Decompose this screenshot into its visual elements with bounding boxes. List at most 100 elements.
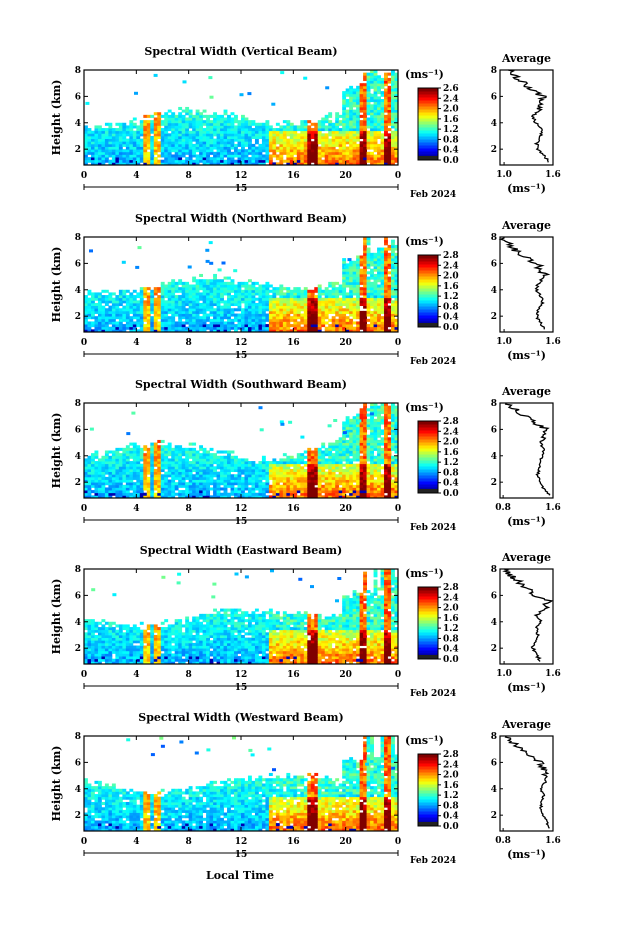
heatmap-cell bbox=[345, 308, 350, 312]
heatmap-cell bbox=[384, 326, 388, 330]
heatmap-cell bbox=[171, 474, 176, 478]
heatmap-cell bbox=[192, 453, 197, 457]
heatmap-cell bbox=[202, 313, 207, 317]
heatmap-cell bbox=[275, 487, 280, 491]
heatmap-cell bbox=[321, 162, 326, 166]
heatmap-cell bbox=[195, 492, 200, 496]
heatmap-cell bbox=[153, 149, 158, 153]
heatmap-cell bbox=[296, 133, 301, 137]
heatmap-cell bbox=[160, 313, 165, 317]
heatmap-cell bbox=[237, 313, 242, 317]
heatmap-cell bbox=[237, 162, 242, 166]
heatmap-cell bbox=[342, 114, 347, 118]
heatmap-cell bbox=[338, 289, 343, 293]
heatmap-cell bbox=[349, 329, 354, 333]
heatmap-cell bbox=[122, 141, 127, 145]
heatmap-cell bbox=[303, 287, 308, 291]
heatmap-cell bbox=[174, 149, 179, 153]
heatmap-cell bbox=[171, 308, 176, 312]
heatmap-cell bbox=[115, 321, 120, 325]
heatmap-cell bbox=[97, 316, 102, 320]
heatmap-cell bbox=[146, 468, 151, 473]
heatmap-cell bbox=[303, 133, 308, 137]
heatmap-cell bbox=[377, 104, 381, 108]
heatmap-cell bbox=[234, 461, 238, 465]
heatmap-cell bbox=[387, 128, 392, 132]
heatmap-cell bbox=[363, 244, 367, 248]
heatmap-cell bbox=[157, 447, 162, 451]
heatmap-cell bbox=[349, 157, 354, 161]
heatmap-cell bbox=[254, 128, 259, 132]
heatmap-cell bbox=[317, 495, 322, 499]
heatmap-cell bbox=[384, 101, 388, 105]
heatmap-cell bbox=[384, 151, 388, 155]
heatmap-cell bbox=[234, 466, 238, 470]
heatmap-cell bbox=[377, 128, 381, 132]
heatmap-cell bbox=[241, 292, 245, 296]
heatmap-cell bbox=[380, 114, 385, 118]
heatmap-cell bbox=[125, 297, 130, 301]
heatmap-cell bbox=[150, 157, 155, 161]
heatmap-cell bbox=[206, 495, 210, 499]
heatmap-cell bbox=[268, 310, 273, 314]
heatmap-cell bbox=[300, 146, 305, 150]
heatmap-cell bbox=[296, 495, 301, 499]
heatmap-cell bbox=[171, 471, 176, 475]
heatmap-cell bbox=[286, 297, 291, 301]
panel-title: Spectral Width (Southward Beam) bbox=[135, 378, 347, 391]
heatmap-cell bbox=[118, 151, 123, 155]
heatmap-cell bbox=[213, 318, 217, 322]
heatmap-cell bbox=[338, 495, 343, 499]
heatmap-cell bbox=[153, 141, 158, 145]
heatmap-cell bbox=[366, 112, 371, 116]
heatmap-cell bbox=[349, 421, 354, 425]
heatmap-cell bbox=[282, 468, 287, 473]
heatmap-cell bbox=[111, 157, 116, 161]
heatmap-cell bbox=[282, 295, 287, 299]
heatmap-cell bbox=[143, 157, 148, 161]
heatmap-cell bbox=[150, 476, 155, 480]
heatmap-cell bbox=[188, 130, 193, 134]
heatmap-cell bbox=[160, 316, 165, 320]
heatmap-cell bbox=[206, 122, 210, 126]
heatmap-cell bbox=[90, 324, 95, 328]
heatmap-cell bbox=[136, 329, 141, 333]
heatmap-cell bbox=[363, 292, 367, 296]
colorbar-swatch bbox=[418, 261, 438, 265]
heatmap-cell bbox=[125, 455, 130, 459]
heatmap-cell bbox=[181, 302, 186, 307]
heatmap-cell bbox=[317, 308, 322, 312]
heatmap-cell bbox=[352, 112, 357, 116]
heatmap-cell bbox=[391, 93, 395, 97]
heatmap-cell bbox=[195, 461, 200, 465]
heatmap-cell bbox=[139, 321, 144, 325]
heatmap-cell bbox=[356, 255, 361, 259]
heatmap-cell bbox=[363, 324, 367, 328]
heatmap-cell bbox=[356, 281, 361, 285]
heatmap-cell bbox=[380, 279, 385, 283]
heatmap-cell bbox=[129, 302, 134, 307]
heatmap-cell bbox=[237, 154, 242, 158]
heatmap-cell bbox=[132, 302, 137, 307]
heatmap-cell bbox=[356, 487, 361, 491]
heatmap-cell bbox=[324, 302, 329, 307]
heatmap-cell bbox=[366, 250, 371, 254]
heatmap-cell bbox=[366, 297, 371, 301]
heatmap-cell bbox=[377, 247, 381, 251]
heatmap-cell bbox=[380, 104, 385, 108]
heatmap-cell bbox=[188, 287, 193, 291]
heatmap-cell bbox=[216, 114, 221, 118]
heatmap-cell bbox=[213, 122, 217, 126]
heatmap-cell bbox=[84, 154, 88, 158]
heatmap-cell bbox=[387, 266, 392, 270]
heatmap-cell bbox=[188, 297, 193, 301]
heatmap-cell bbox=[84, 310, 88, 314]
heatmap-cell bbox=[139, 316, 144, 320]
heatmap-cell bbox=[209, 313, 214, 317]
heatmap-cell bbox=[213, 112, 217, 116]
heatmap-cell bbox=[153, 135, 158, 140]
heatmap-cell bbox=[136, 295, 141, 299]
heatmap-cell bbox=[237, 122, 242, 126]
heatmap-cell bbox=[244, 133, 249, 137]
heatmap-cell bbox=[213, 141, 217, 145]
